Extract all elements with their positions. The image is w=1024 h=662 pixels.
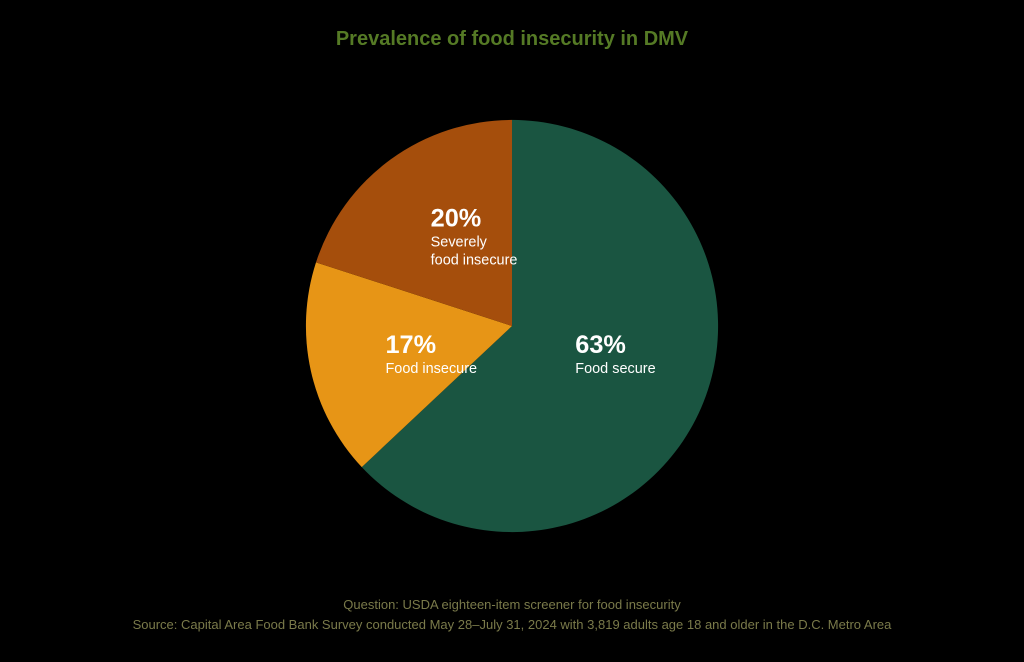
slice-percent: 17%: [385, 331, 436, 359]
chart-footer: Question: USDA eighteen-item screener fo…: [0, 595, 1024, 634]
slice-label-line: food insecure: [431, 253, 518, 269]
pie-svg: 63% Food secure 17% Food insecure 20%Severel…: [277, 91, 747, 561]
pie-chart: 63% Food secure 17% Food insecure 20%Severel…: [0, 80, 1024, 572]
chart-container: Prevalence of food insecurity in DMV 63%…: [0, 0, 1024, 662]
slice-percent: 63%: [575, 331, 626, 359]
footer-question: Question: USDA eighteen-item screener fo…: [0, 595, 1024, 615]
slice-label-line: Severely: [431, 234, 488, 250]
footer-source: Source: Capital Area Food Bank Survey co…: [0, 615, 1024, 635]
chart-title: Prevalence of food insecurity in DMV: [0, 28, 1024, 51]
slice-label-line: Food insecure: [385, 361, 477, 377]
slice-label-line: Food secure: [575, 361, 655, 377]
slice-percent: 20%: [431, 205, 482, 233]
